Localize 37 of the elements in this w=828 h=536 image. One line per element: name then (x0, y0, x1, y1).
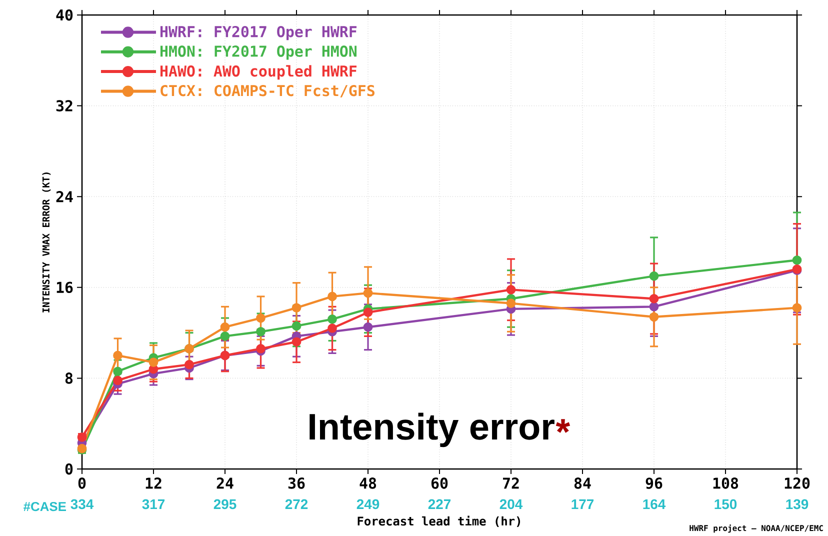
x-tick-label: 60 (431, 478, 448, 489)
y-tick-label: 40 (56, 9, 73, 21)
x-tick-label: 72 (502, 478, 519, 489)
legend-label: HWRF: FY2017 Oper HWRF (160, 26, 357, 40)
y-axis-title: INTENSITY VMAX ERROR (KT) (42, 172, 51, 312)
x-tick-label: 0 (78, 478, 86, 489)
x-tick-label: 96 (646, 478, 662, 489)
text: 164 (643, 499, 666, 510)
text: 139 (786, 499, 808, 510)
legend-label: HMON: FY2017 Oper HMON (160, 46, 357, 60)
y-tick-label: 0 (65, 463, 73, 475)
text: #CASE (24, 502, 66, 512)
legend-label: HAWO: AWO coupled HWRF (160, 65, 357, 80)
text: 249 (356, 499, 380, 510)
y-tick-label: 32 (56, 100, 72, 112)
x-tick-label: 108 (713, 478, 738, 489)
text: 317 (142, 499, 165, 510)
x-tick-label: 120 (784, 478, 810, 489)
legend-label: CTCX: COAMPS-TC Fcst/GFS (160, 84, 374, 98)
text: 227 (428, 499, 451, 510)
y-tick-label: 16 (56, 282, 73, 294)
y-tick-label: 8 (65, 372, 73, 384)
annotation: Intensity error (310, 412, 554, 448)
text: 272 (285, 499, 308, 510)
x-tick-label: 12 (146, 478, 162, 489)
x-tick-label: 36 (288, 478, 305, 489)
text: 334 (70, 499, 94, 510)
x-tick-label: 24 (216, 478, 234, 489)
x-tick-label: 48 (360, 478, 376, 489)
x-tick-label: 84 (574, 478, 591, 489)
text: 295 (214, 499, 236, 510)
text: 204 (500, 499, 523, 510)
text: 177 (572, 499, 594, 510)
x-axis-title: Forecast lead time (hr) (358, 516, 520, 528)
text: 150 (714, 499, 737, 510)
annotation: * (556, 419, 570, 433)
y-tick-label: 24 (56, 191, 73, 202)
